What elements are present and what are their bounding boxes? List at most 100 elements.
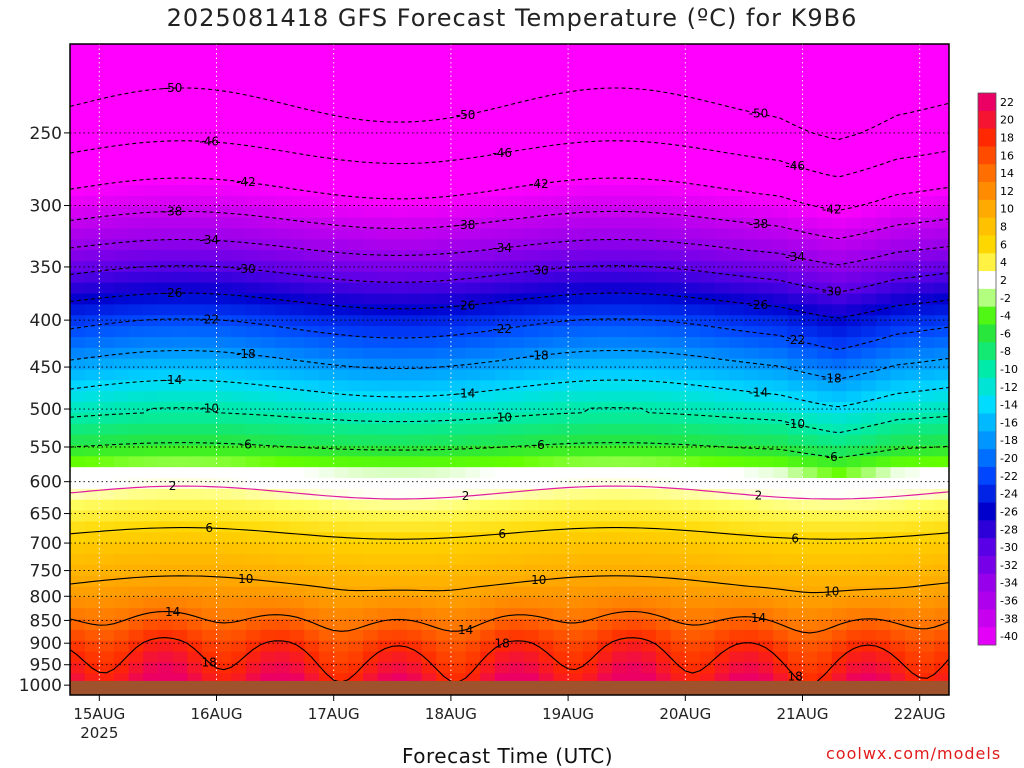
- heat-cell: [919, 553, 935, 566]
- heat-cell: [377, 402, 393, 414]
- heat-cell: [831, 467, 848, 479]
- heat-cell: [597, 510, 613, 522]
- heat-cell: [568, 109, 584, 121]
- heat-cell: [582, 76, 598, 88]
- heat-cell: [245, 456, 262, 468]
- heat-cell: [509, 130, 525, 143]
- heat-cell: [465, 467, 481, 479]
- heat-cell: [568, 586, 584, 598]
- heat-cell: [245, 206, 262, 219]
- heat-cell: [143, 44, 159, 56]
- heat-cell: [465, 65, 481, 78]
- heat-cell: [421, 228, 437, 240]
- heat-cell: [729, 651, 745, 664]
- heat-cell: [612, 336, 628, 349]
- heat-cell: [348, 456, 364, 468]
- colorbar-label: -12: [1000, 381, 1018, 394]
- heat-cell: [363, 119, 379, 132]
- heat-cell: [685, 315, 701, 327]
- heat-cell: [143, 499, 159, 512]
- heat-cell: [113, 141, 130, 154]
- heat-cell: [831, 163, 848, 175]
- heat-cell: [231, 261, 247, 273]
- heat-cell: [597, 239, 613, 251]
- heat-cell: [260, 412, 276, 425]
- heat-cell: [157, 326, 174, 338]
- heat-cell: [802, 130, 818, 143]
- heat-cell: [421, 87, 437, 99]
- heat-cell: [553, 293, 569, 305]
- heat-cell: [84, 76, 100, 88]
- heat-cell: [201, 206, 218, 219]
- heat-cell: [216, 326, 232, 338]
- heat-cell: [729, 76, 745, 88]
- heat-cell: [201, 87, 218, 99]
- heat-cell: [450, 423, 467, 436]
- heat-cell: [231, 499, 247, 512]
- heat-cell: [363, 130, 379, 143]
- heat-cell: [802, 336, 818, 349]
- heat-cell: [333, 412, 349, 425]
- heat-cell: [597, 423, 613, 436]
- heat-cell: [260, 597, 276, 609]
- heat-cell: [553, 391, 569, 403]
- heat-cell: [831, 575, 848, 588]
- heat-cell: [494, 478, 511, 490]
- colorbar-label: -14: [1000, 399, 1018, 412]
- heat-cell: [685, 228, 701, 240]
- heat-cell: [289, 412, 305, 425]
- heat-cell: [919, 608, 935, 620]
- heat-cell: [84, 65, 100, 78]
- heat-cell: [934, 499, 949, 512]
- heat-cell: [275, 608, 291, 620]
- heat-cell: [568, 65, 584, 78]
- heat-cell: [187, 119, 203, 132]
- heat-cell: [99, 467, 115, 479]
- heat-cell: [656, 380, 672, 392]
- heat-cell: [201, 662, 218, 674]
- heat-cell: [758, 586, 774, 598]
- heat-cell: [201, 98, 218, 110]
- heat-cell: [392, 445, 408, 457]
- heat-cell: [509, 174, 525, 186]
- heat-cell: [480, 673, 496, 685]
- heat-cell: [919, 44, 935, 56]
- heat-cell: [245, 608, 262, 620]
- heat-cell: [70, 271, 86, 284]
- heat-cell: [465, 499, 481, 512]
- heat-cell: [729, 510, 745, 522]
- heat-cell: [319, 44, 335, 56]
- heat-cell: [421, 402, 437, 414]
- heat-cell: [670, 575, 686, 588]
- heat-cell: [143, 141, 159, 154]
- heat-cell: [729, 369, 745, 381]
- heat-cell: [275, 521, 291, 533]
- heat-cell: [319, 326, 335, 338]
- heat-cell: [275, 250, 291, 262]
- heat-cell: [275, 586, 291, 598]
- heat-cell: [758, 673, 774, 685]
- heat-cell: [421, 467, 437, 479]
- heat-cell: [714, 87, 730, 99]
- heat-cell: [333, 662, 349, 674]
- heat-cell: [758, 553, 774, 566]
- heat-cell: [685, 412, 701, 425]
- heat-cell: [480, 553, 496, 566]
- heat-cell: [919, 293, 935, 305]
- heat-cell: [524, 98, 540, 110]
- heat-cell: [846, 597, 862, 609]
- heat-cell: [817, 434, 833, 447]
- heat-cell: [201, 629, 218, 642]
- heat-cell: [641, 532, 657, 544]
- heat-cell: [714, 271, 730, 284]
- heat-cell: [817, 651, 833, 664]
- heat-cell: [846, 54, 862, 67]
- heat-cell: [187, 619, 203, 631]
- heat-cell: [99, 586, 115, 598]
- heat-cell: [450, 521, 467, 533]
- heat-cell: [612, 358, 628, 371]
- heat-cell: [348, 488, 364, 501]
- heat-cell: [802, 358, 818, 371]
- source-credit[interactable]: coolwx.com/models: [826, 744, 1002, 763]
- heat-cell: [392, 543, 408, 555]
